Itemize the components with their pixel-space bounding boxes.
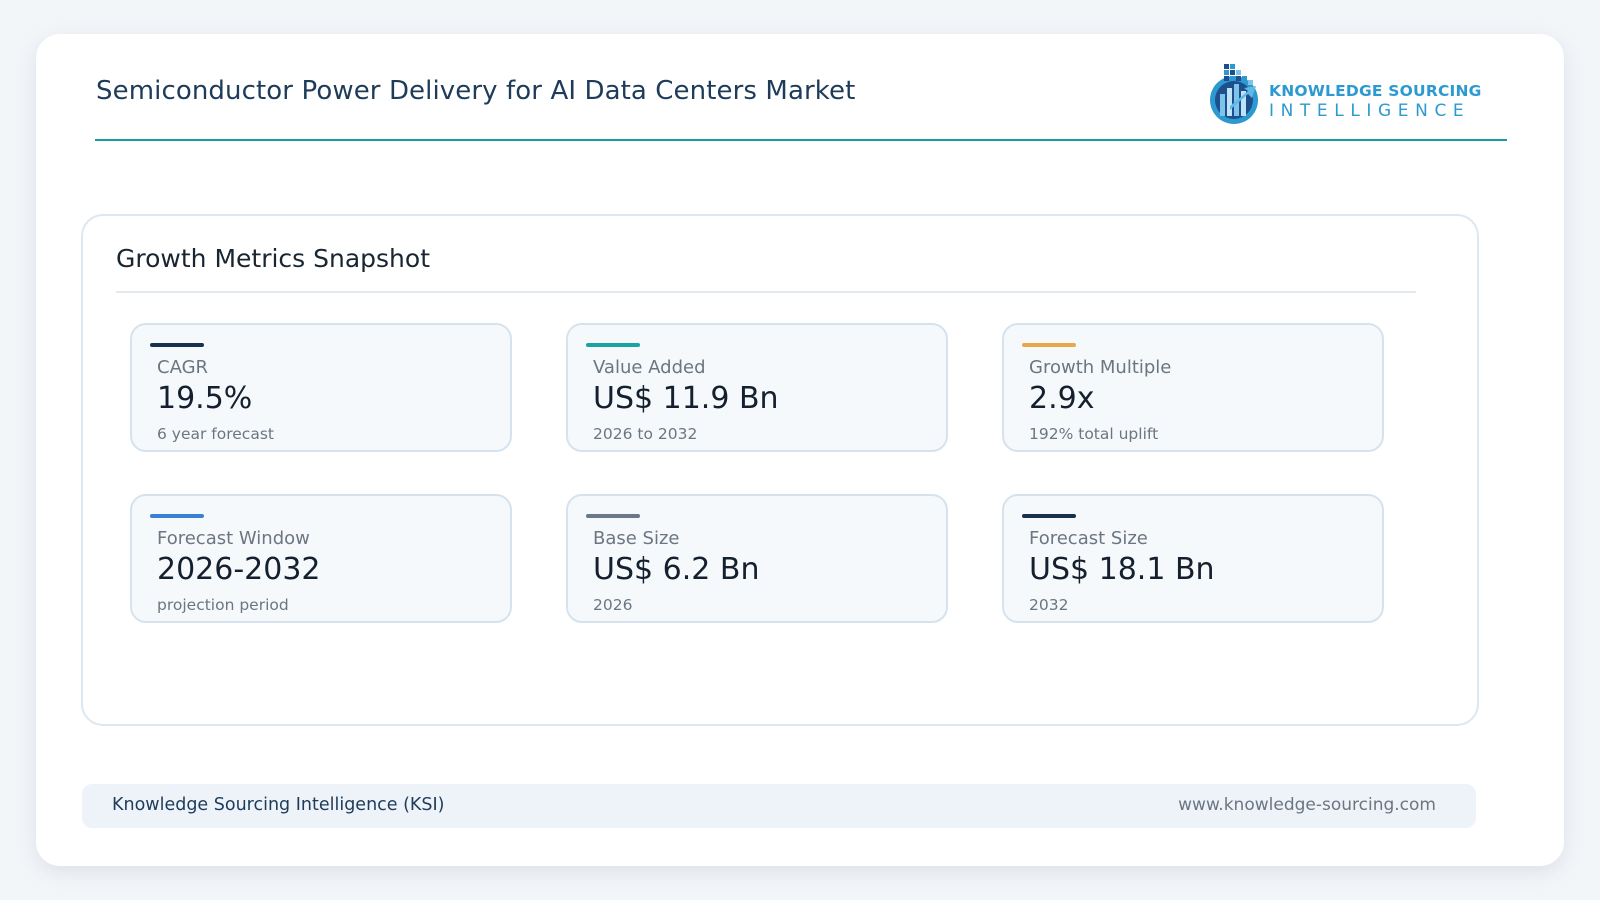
logo-text-bottom: INTELLIGENCE [1269, 101, 1471, 121]
metric-card-growth-multiple: Growth Multiple 2.9x 192% total uplift [1002, 323, 1384, 452]
metric-card-cagr: CAGR 19.5% 6 year forecast [130, 323, 512, 452]
ksi-logo-icon [1210, 64, 1258, 124]
panel-divider [116, 291, 1416, 293]
metric-card-value-added: Value Added US$ 11.9 Bn 2026 to 2032 [566, 323, 948, 452]
metric-value: 19.5% [157, 381, 253, 416]
metric-note: 2032 [1029, 596, 1069, 614]
metric-card-base-size: Base Size US$ 6.2 Bn 2026 [566, 494, 948, 623]
metric-accent-bar [1022, 514, 1076, 518]
metric-label: CAGR [157, 357, 209, 378]
metric-value: US$ 18.1 Bn [1029, 552, 1215, 587]
metric-accent-bar [1022, 343, 1076, 347]
page-title: Semiconductor Power Delivery for AI Data… [96, 76, 856, 106]
metric-note: 2026 [593, 596, 633, 614]
metric-label: Base Size [593, 528, 680, 549]
metric-value: 2.9x [1029, 381, 1095, 416]
metric-value: US$ 6.2 Bn [593, 552, 760, 587]
header-divider [95, 139, 1507, 141]
metric-card-forecast-window: Forecast Window 2026-2032 projection per… [130, 494, 512, 623]
metric-label: Growth Multiple [1029, 357, 1172, 378]
metric-value: US$ 11.9 Bn [593, 381, 779, 416]
footer-company: Knowledge Sourcing Intelligence (KSI) [112, 795, 445, 815]
metric-note: 6 year forecast [157, 425, 274, 443]
footer-bar: Knowledge Sourcing Intelligence (KSI) ww… [82, 784, 1476, 828]
logo-text-top: KNOWLEDGE SOURCING [1269, 82, 1482, 100]
metric-label: Value Added [593, 357, 706, 378]
report-card: Semiconductor Power Delivery for AI Data… [36, 34, 1564, 866]
metric-accent-bar [150, 514, 204, 518]
metric-accent-bar [586, 514, 640, 518]
metric-note: 2026 to 2032 [593, 425, 698, 443]
metric-accent-bar [586, 343, 640, 347]
metric-note: projection period [157, 596, 289, 614]
growth-metrics-panel: Growth Metrics Snapshot CAGR 19.5% 6 yea… [81, 214, 1479, 726]
metric-label: Forecast Window [157, 528, 310, 549]
panel-title: Growth Metrics Snapshot [116, 244, 431, 273]
metric-note: 192% total uplift [1029, 425, 1159, 443]
footer-website-link[interactable]: www.knowledge-sourcing.com [1178, 795, 1436, 815]
metric-label: Forecast Size [1029, 528, 1148, 549]
ksi-logo: KNOWLEDGE SOURCING INTELLIGENCE [1210, 58, 1510, 126]
metric-accent-bar [150, 343, 204, 347]
metric-value: 2026-2032 [157, 552, 321, 587]
metric-card-forecast-size: Forecast Size US$ 18.1 Bn 2032 [1002, 494, 1384, 623]
